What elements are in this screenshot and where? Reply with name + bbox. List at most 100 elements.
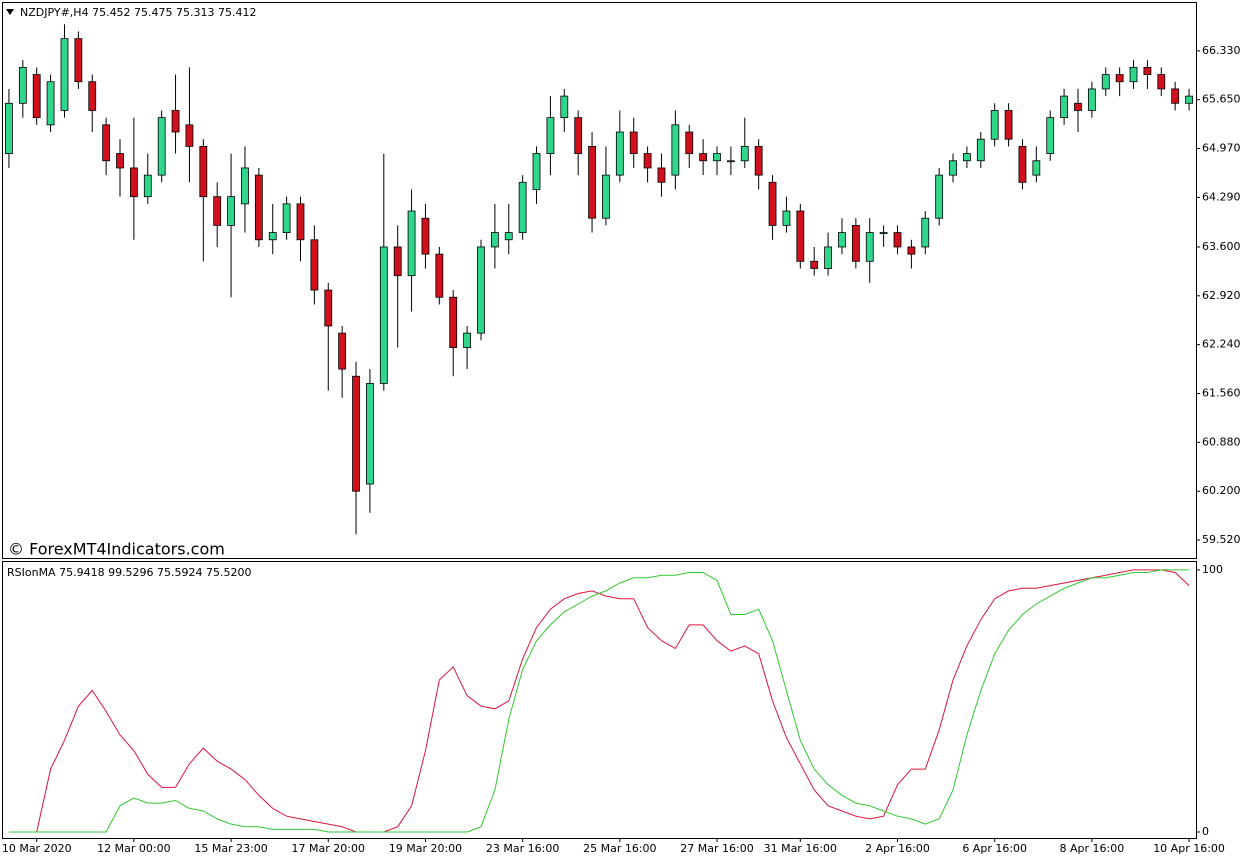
candle-body [1087, 88, 1096, 111]
candle-body [1157, 74, 1166, 90]
candle-body [421, 217, 430, 255]
candle-body [588, 145, 596, 219]
candle-body [157, 117, 166, 176]
candle-body [254, 174, 263, 241]
y-tick-label: 59.520 [1202, 533, 1241, 546]
indicator-title: RSIonMA 75.9418 99.5296 75.5924 75.5200 [7, 566, 252, 579]
candle-body [518, 181, 527, 233]
y-tick-label: 62.920 [1202, 289, 1241, 302]
x-tick-label: 25 Mar 16:00 [583, 842, 656, 855]
candle-body [851, 225, 860, 262]
candle-body [1018, 145, 1027, 183]
candle-body [1032, 160, 1041, 176]
candle-body [18, 66, 27, 104]
candle-body [1004, 110, 1013, 140]
x-tick-label: 31 Mar 16:00 [764, 842, 837, 855]
candle-body [227, 196, 235, 226]
y-tick-label: 64.970 [1202, 142, 1241, 155]
candle-body [532, 153, 541, 190]
x-tick-label: 27 Mar 16:00 [680, 842, 753, 855]
candle-body [102, 124, 111, 162]
symbol-header: NZDJPY#,H4 75.452 75.475 75.313 75.412 [20, 6, 257, 19]
candle-body [407, 210, 416, 277]
candle-body [629, 131, 638, 154]
candle-body [185, 124, 194, 147]
y-tick-label: 0 [1202, 825, 1209, 838]
candle-body [1074, 102, 1082, 111]
candle-body [241, 167, 249, 205]
y-tick-label: 66.330 [1202, 44, 1241, 57]
candle-body [824, 246, 832, 269]
x-tick-label: 19 Mar 20:00 [389, 842, 462, 855]
y-tick-label: 65.650 [1202, 93, 1241, 106]
candle-body [129, 167, 138, 198]
y-tick-label: 100 [1202, 563, 1223, 576]
candle-body [713, 153, 721, 162]
candle-body [976, 138, 985, 162]
x-tick-label: 15 Mar 23:00 [194, 842, 267, 855]
candle-body [74, 38, 83, 83]
candle-body [574, 117, 583, 154]
candle-body [199, 145, 208, 198]
candle-body [393, 246, 402, 277]
y-tick-label: 62.240 [1202, 338, 1241, 351]
candle-body [282, 203, 291, 233]
candle-body [754, 145, 763, 176]
y-tick-label: 61.560 [1202, 386, 1241, 399]
candle-body [1143, 66, 1152, 75]
x-tick-label: 2 Apr 16:00 [865, 842, 930, 855]
candle-body [366, 383, 374, 485]
y-tick-label: 64.290 [1202, 190, 1241, 203]
candle-body [449, 296, 458, 348]
candle-body [1115, 74, 1124, 83]
candle-body [268, 232, 277, 241]
candle-body [116, 153, 124, 169]
candle-body [213, 196, 222, 226]
candle-body [171, 110, 180, 133]
candle-body [768, 181, 777, 226]
candle-body [782, 210, 791, 226]
candle-body [935, 174, 944, 219]
candle-body [921, 217, 930, 248]
candle-body [546, 117, 555, 154]
y-tick-label: 60.880 [1202, 435, 1241, 448]
candle-body [310, 239, 319, 291]
candle-body [1101, 74, 1110, 90]
candle-body [643, 153, 652, 169]
candle-body [338, 332, 347, 370]
candle-body [463, 332, 472, 348]
candle-body [990, 110, 999, 140]
watermark: © ForexMT4Indicators.com [8, 540, 225, 559]
candle-body [296, 203, 305, 241]
candle-body [657, 167, 666, 183]
candle-body [699, 153, 708, 162]
candle-body [671, 124, 680, 176]
candle-body [949, 160, 957, 176]
candle-body [560, 95, 569, 119]
candle-body [865, 232, 874, 262]
header-arrow [6, 9, 14, 15]
candle-body [379, 246, 388, 384]
x-tick-label: 12 Mar 00:00 [97, 842, 170, 855]
indicator-line [8, 569, 1190, 833]
candle-body [504, 232, 513, 241]
candle-body [143, 174, 152, 198]
candle-body [907, 246, 916, 255]
candle-body [838, 232, 846, 248]
candle-body [740, 145, 749, 162]
candle-body [1171, 88, 1180, 104]
candle-body [88, 81, 97, 111]
x-tick-label: 6 Apr 16:00 [962, 842, 1027, 855]
candle-body [963, 153, 971, 162]
candle-body [726, 160, 735, 163]
candle-body [1046, 117, 1055, 154]
candle-body [796, 210, 805, 262]
x-tick-label: 23 Mar 16:00 [486, 842, 559, 855]
main-panel-frame [2, 2, 1197, 559]
candle-body [685, 131, 694, 154]
x-tick-label: 10 Mar 2020 [2, 842, 72, 855]
x-tick-label: 17 Mar 20:00 [292, 842, 365, 855]
y-tick-label: 60.200 [1202, 484, 1241, 497]
